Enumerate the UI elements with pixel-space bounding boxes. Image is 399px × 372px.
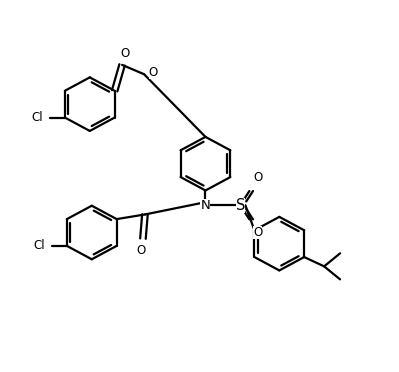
Text: O: O — [136, 244, 146, 257]
Text: Cl: Cl — [33, 240, 45, 252]
Text: Cl: Cl — [31, 111, 43, 124]
Text: O: O — [253, 171, 262, 185]
Text: N: N — [201, 199, 210, 212]
Text: O: O — [253, 226, 262, 239]
Text: O: O — [120, 47, 130, 60]
Text: S: S — [236, 198, 245, 213]
Text: O: O — [149, 66, 158, 79]
